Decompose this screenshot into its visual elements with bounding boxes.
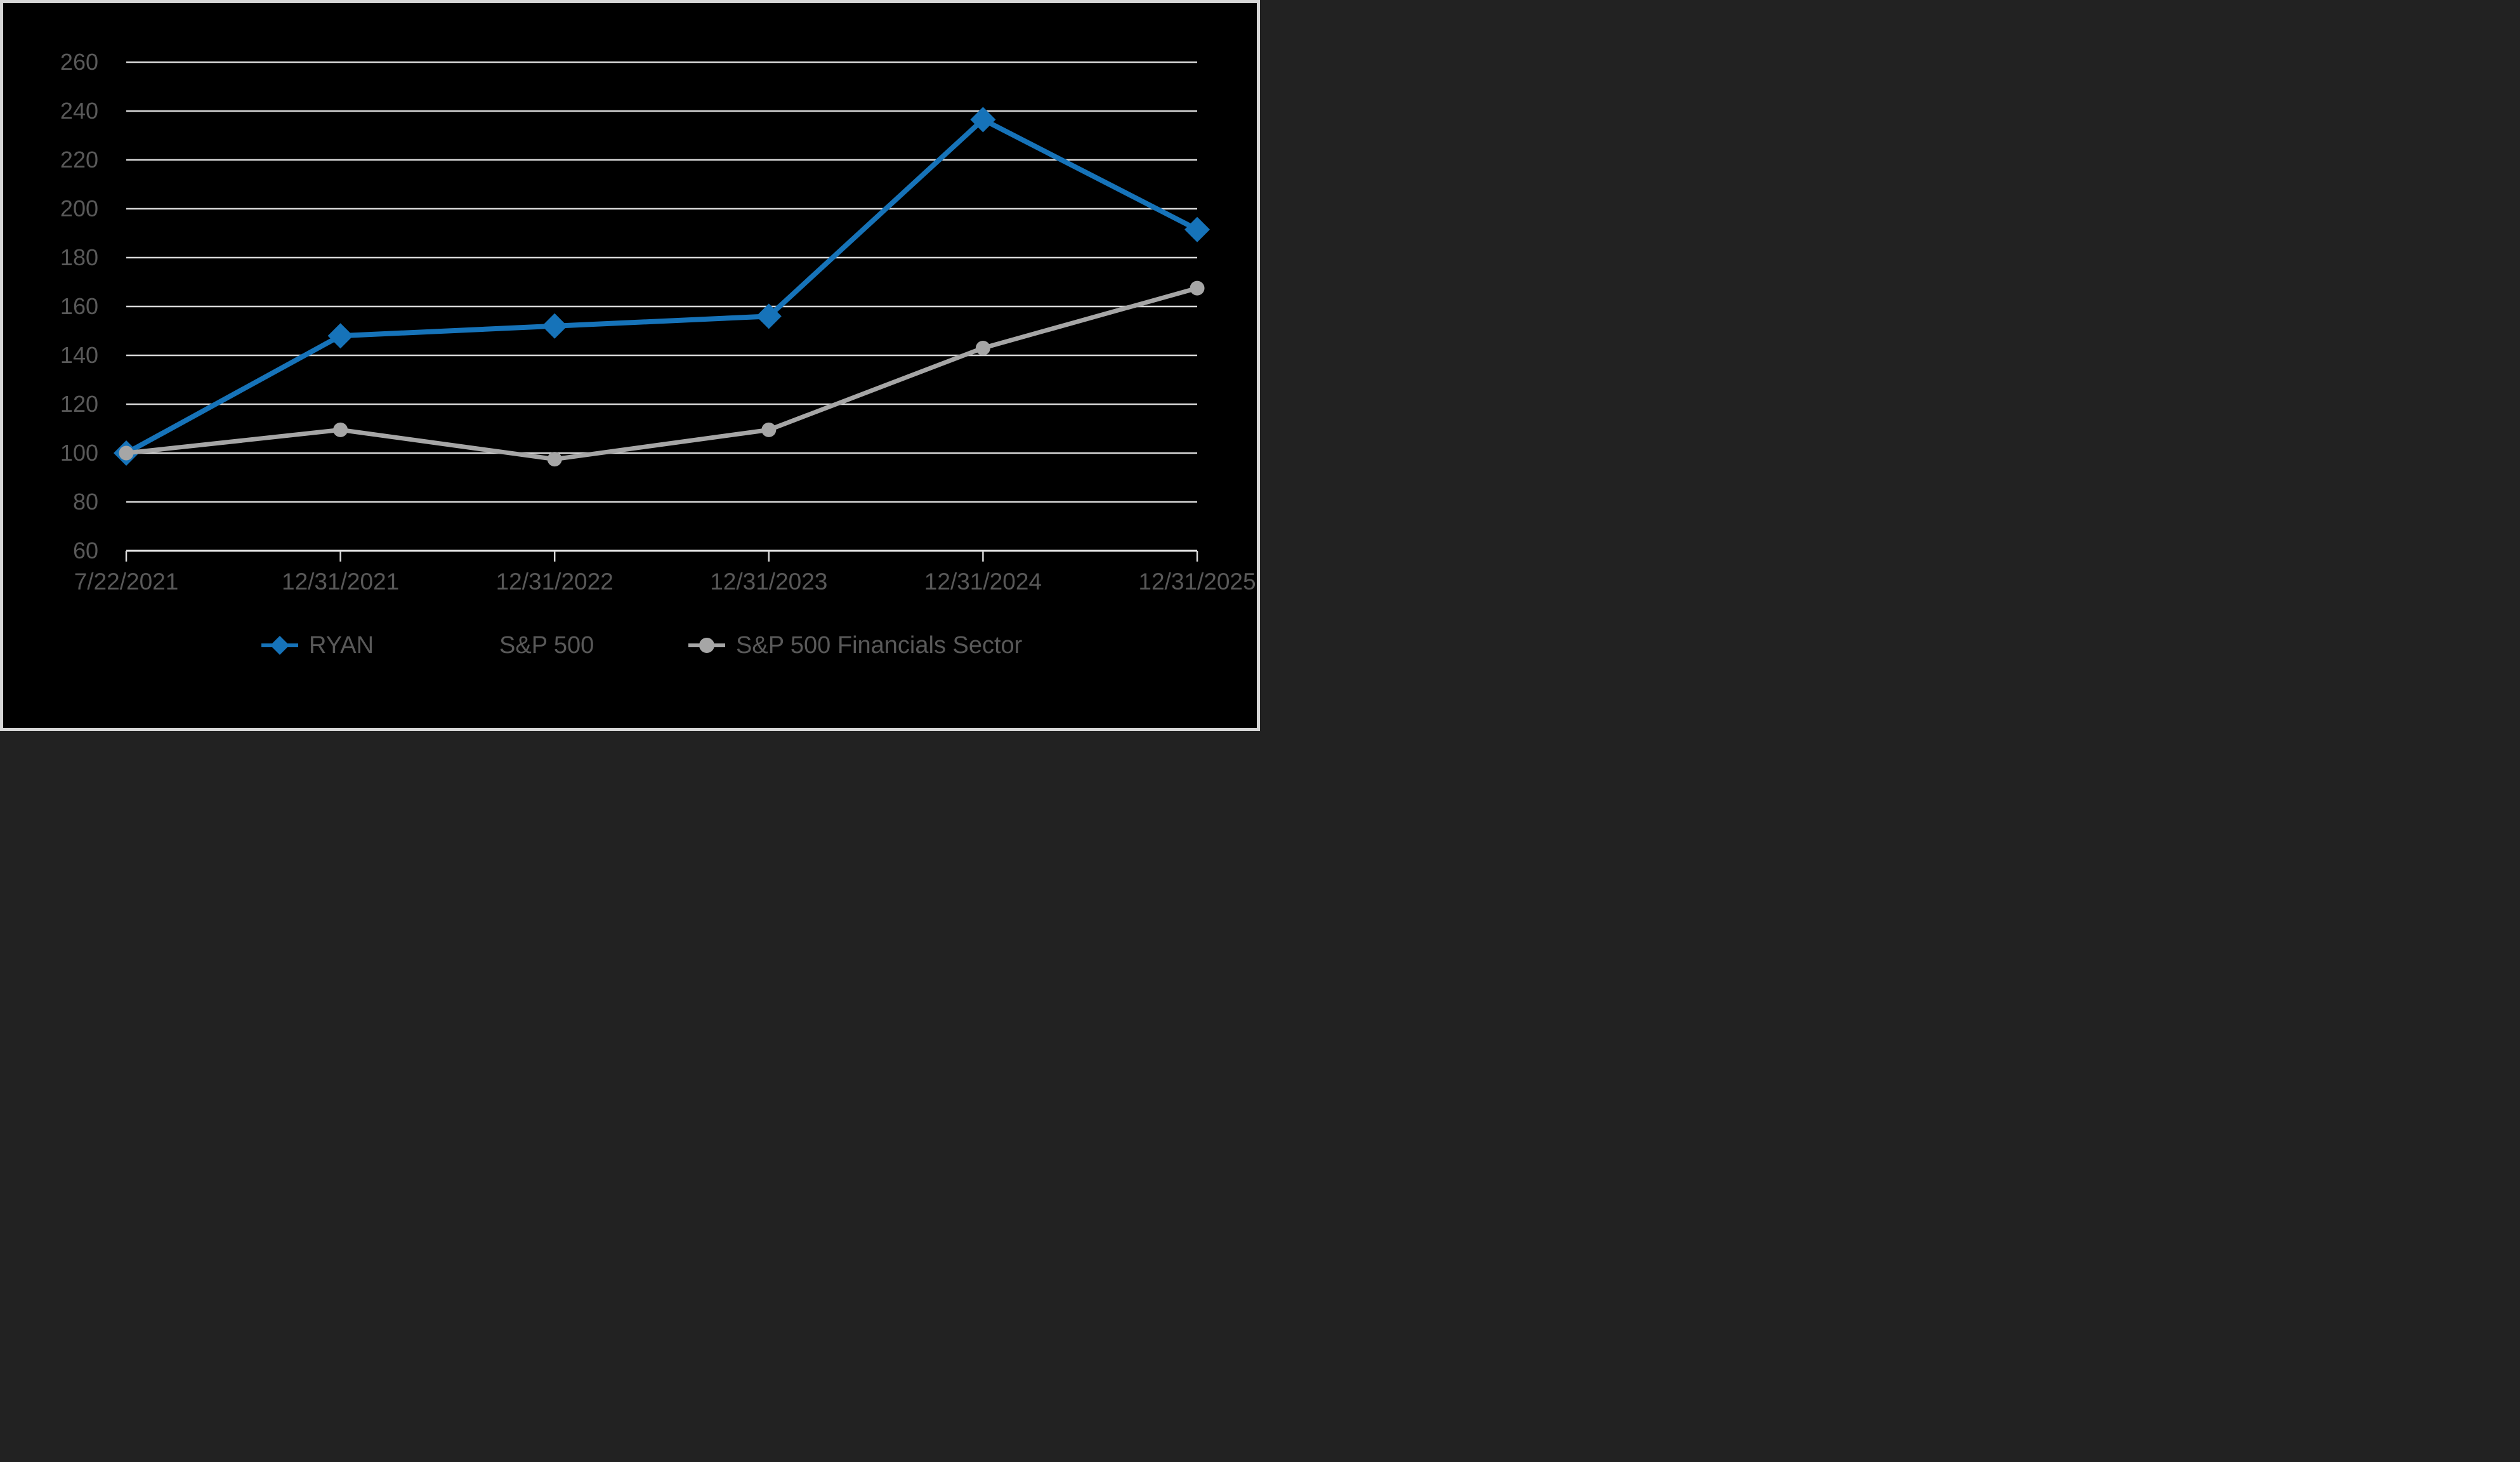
y-axis-label-200: 200 bbox=[60, 195, 98, 221]
y-axis-label-240: 240 bbox=[60, 98, 98, 124]
stock-performance-line-chart: 60 80 100 120 140 160 180 200 220 240 260 7/22/202… bbox=[0, 0, 1260, 731]
y-axis-label-260: 260 bbox=[60, 49, 98, 75]
y-axis-label-100: 100 bbox=[60, 440, 98, 466]
series-line-ryan bbox=[125, 116, 1198, 456]
x-axis-label-12-31-2024: 12/31/2024 bbox=[924, 569, 1042, 595]
y-axis-label-180: 180 bbox=[60, 244, 98, 270]
legend-label-s-p-500: S&P 500 bbox=[499, 631, 594, 659]
marker-ryan-2 bbox=[542, 313, 568, 339]
y-axis-label-220: 220 bbox=[60, 147, 98, 173]
plot-area bbox=[114, 61, 1210, 562]
marker-ryan-5 bbox=[1185, 216, 1210, 242]
legend-marker-invisible-icon bbox=[452, 631, 489, 659]
marker-s-p-500-financials-sector-0 bbox=[119, 445, 134, 461]
marker-ryan-1 bbox=[327, 323, 353, 349]
legend-label-ryan: RYAN bbox=[309, 631, 374, 659]
marker-s-p-500-financials-sector-4 bbox=[975, 340, 990, 355]
y-axis-label-140: 140 bbox=[60, 342, 98, 368]
legend-marker-circle-icon bbox=[688, 631, 725, 659]
x-axis-label-12-31-2025: 12/31/2025 bbox=[1138, 569, 1256, 595]
marker-s-p-500-financials-sector-1 bbox=[333, 422, 348, 437]
y-axis-label-60: 60 bbox=[72, 537, 98, 563]
series-line-s-p-500-financials-sector bbox=[126, 286, 1198, 462]
marker-s-p-500-financials-sector-2 bbox=[547, 452, 562, 467]
x-axis-label-7-22-2021: 7/22/2021 bbox=[74, 569, 179, 595]
marker-ryan-4 bbox=[970, 107, 996, 133]
legend-marker-diamond-icon bbox=[261, 631, 298, 659]
marker-ryan-3 bbox=[756, 303, 782, 329]
y-axis-label-80: 80 bbox=[72, 489, 98, 515]
x-axis-label-12-31-2021: 12/31/2021 bbox=[282, 569, 400, 595]
legend-label-s-p-500-financials-sector: S&P 500 Financials Sector bbox=[736, 631, 1023, 659]
marker-s-p-500-financials-sector-3 bbox=[761, 422, 777, 437]
x-axis-label-12-31-2022: 12/31/2022 bbox=[495, 569, 614, 595]
y-axis-label-160: 160 bbox=[60, 293, 98, 319]
marker-s-p-500-financials-sector-5 bbox=[1190, 280, 1205, 296]
y-axis-label-120: 120 bbox=[60, 391, 98, 417]
x-axis-label-12-31-2023: 12/31/2023 bbox=[710, 569, 828, 595]
